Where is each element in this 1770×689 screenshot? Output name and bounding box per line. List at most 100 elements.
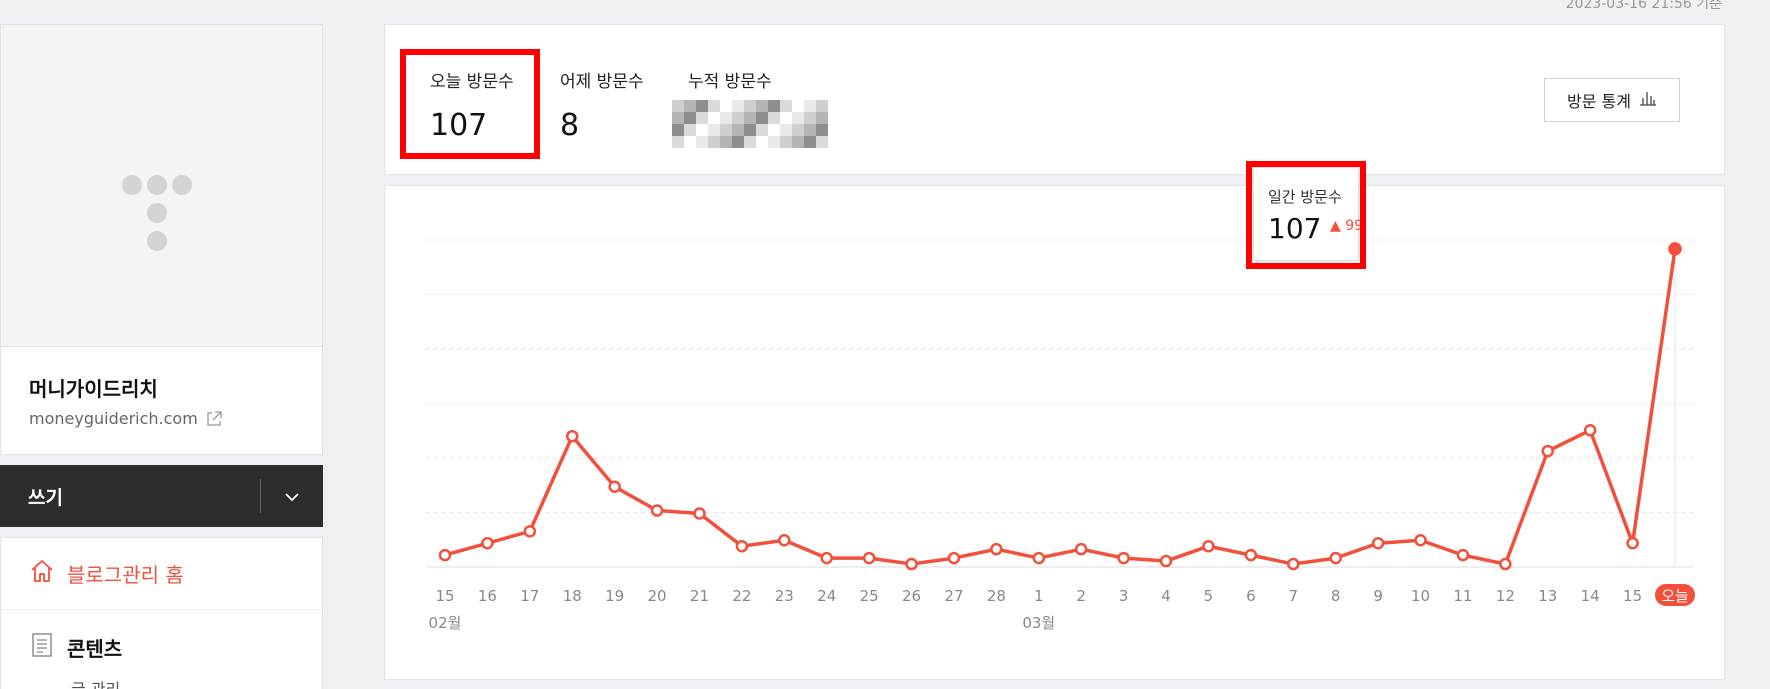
daily-visits-chart-card: 15 16 17 18 19 20 21 22 23 24 25 26 27 28 1 2 3 4 5 6 7 8 9 10 1…	[384, 185, 1725, 680]
chart-x-tick-label: 오늘	[1661, 587, 1689, 605]
daily-visits-tooltip: 일간 방문수 107 ▲ 99	[1253, 167, 1363, 261]
chart-point	[862, 551, 876, 565]
tooltip-value: 107	[1268, 212, 1322, 245]
chart-point	[1159, 554, 1173, 568]
chart-point	[1074, 542, 1088, 556]
chart-month-label: 03월	[1022, 614, 1055, 632]
chart-x-tick-label: 27	[944, 587, 963, 605]
chart-x-tick-label: 2	[1076, 587, 1086, 605]
blog-url: moneyguiderich.com	[29, 409, 198, 428]
today-badge	[1655, 584, 1695, 606]
chevron-down-icon[interactable]	[280, 485, 304, 509]
chart-x-tick-label: 21	[690, 587, 709, 605]
yesterday-visits-label: 어제 방문수	[560, 72, 644, 92]
chart-x-tick-label: 7	[1289, 587, 1299, 605]
blog-url-link[interactable]: moneyguiderich.com	[29, 409, 222, 428]
write-bar: 쓰기	[0, 465, 323, 527]
menu-divider	[1, 609, 322, 610]
chart-x-tick-label: 11	[1453, 587, 1472, 605]
menu-item-blog-home[interactable]: 블로그관리 홈	[29, 558, 184, 589]
chart-point	[1499, 557, 1512, 571]
chart-point	[990, 542, 1003, 556]
chart-x-tick-label: 3	[1119, 587, 1129, 605]
menu-item-content[interactable]: 콘텐츠	[29, 632, 122, 663]
chart-point	[735, 539, 749, 553]
today-visits-label: 오늘 방문수	[430, 72, 514, 92]
menu-item-post-management[interactable]: 글 관리	[71, 676, 120, 689]
chart-x-tick-label: 18	[563, 587, 582, 605]
menu-home-label: 블로그관리 홈	[67, 563, 184, 587]
chart-x-tick-label: 19	[605, 587, 624, 605]
home-icon	[29, 558, 55, 589]
chart-x-tick-label: 8	[1331, 587, 1341, 605]
tooltip-delta-value: 99	[1345, 218, 1364, 234]
chart-point	[608, 480, 621, 493]
blog-name[interactable]: 머니가이드리치	[29, 377, 158, 401]
chart-x-tick-label: 28	[987, 587, 1006, 605]
chart-point	[947, 551, 961, 565]
chart-x-tick-label: 23	[775, 587, 794, 605]
external-link-icon	[206, 410, 222, 427]
chart-point	[481, 536, 494, 550]
admin-menu: 블로그관리 홈 콘텐츠 글 관리	[0, 537, 323, 689]
chart-x-tick-label: 15	[1623, 587, 1642, 605]
chart-x-tick-label: 22	[732, 587, 751, 605]
chart-point	[650, 504, 664, 517]
chart-x-tick-label: 24	[817, 587, 836, 605]
total-visits-label: 누적 방문수	[688, 72, 772, 92]
chart-x-tick-label: 12	[1496, 587, 1515, 605]
chart-point	[1329, 551, 1342, 565]
chart-point	[1414, 533, 1427, 547]
chart-x-tick-label: 1	[1034, 587, 1044, 605]
chart-x-tick-label: 6	[1246, 587, 1256, 605]
chart-point	[820, 551, 833, 565]
up-arrow-icon: ▲	[1330, 218, 1341, 234]
chart-point	[1583, 424, 1597, 437]
chart-point	[1117, 551, 1130, 565]
chart-point	[523, 525, 537, 538]
chart-point	[693, 507, 706, 520]
yesterday-visits-value: 8	[560, 108, 580, 143]
document-icon	[29, 632, 55, 663]
chart-x-tick-label: 4	[1161, 587, 1171, 605]
chart-point	[1371, 536, 1385, 550]
chart-x-tick-label: 25	[860, 587, 879, 605]
chart-series-line	[444, 248, 1677, 566]
chart-point	[1287, 557, 1300, 571]
chart-x-tick-label: 14	[1581, 587, 1600, 605]
total-visits-mosaic	[672, 100, 828, 148]
chart-point	[1541, 444, 1555, 458]
chart-month-label: 02월	[429, 614, 462, 632]
chart-point	[1202, 539, 1215, 553]
chart-point	[1456, 548, 1470, 562]
tooltip-delta: ▲ 99	[1330, 218, 1363, 234]
chart-point	[905, 557, 918, 571]
write-divider	[260, 479, 261, 513]
chart-x-tick-label: 9	[1373, 587, 1383, 605]
tistory-logo-icon	[122, 175, 192, 255]
chart-point	[1668, 242, 1682, 256]
blog-profile-image[interactable]	[0, 24, 323, 347]
chart-x-tick-label: 10	[1411, 587, 1430, 605]
stats-timestamp: 2023-03-16 21:56 기준	[1565, 0, 1722, 12]
chart-x-tick-label: 17	[520, 587, 539, 605]
chart-point	[1032, 551, 1046, 565]
today-visits-value: 107	[430, 108, 488, 143]
write-button[interactable]: 쓰기	[28, 487, 63, 509]
visit-stats-label: 방문 통계	[1567, 92, 1631, 111]
chart-x-tick-label: 13	[1538, 587, 1557, 605]
visit-stats-button[interactable]: 방문 통계	[1544, 78, 1680, 122]
tooltip-label: 일간 방문수	[1268, 188, 1342, 206]
chart-x-tick-label: 20	[648, 587, 667, 605]
stat-yesterday: 어제 방문수 8	[560, 67, 644, 143]
stat-total: 누적 방문수	[688, 67, 772, 92]
chart-x-tick-label: 26	[902, 587, 921, 605]
stat-today: 오늘 방문수 107	[430, 67, 514, 143]
daily-visits-chart: 15 16 17 18 19 20 21 22 23 24 25 26 27 28 1 2 3 4 5 6 7 8 9 10 1…	[425, 239, 1695, 632]
chart-x-tick-label: 15	[435, 587, 454, 605]
chart-point	[1626, 536, 1639, 550]
chart-x-tick-label: 16	[478, 587, 497, 605]
chart-x-tick-label: 5	[1204, 587, 1214, 605]
chart-point	[778, 533, 791, 547]
chart-point	[565, 429, 579, 443]
